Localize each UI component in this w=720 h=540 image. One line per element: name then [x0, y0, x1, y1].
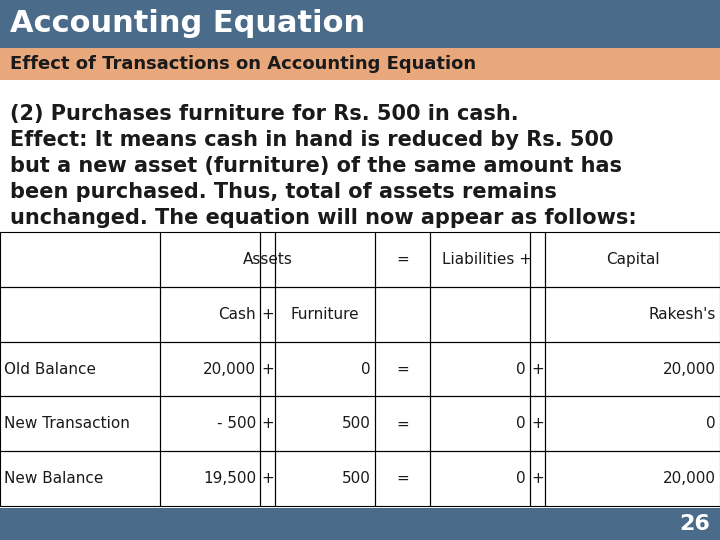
Text: =: =	[396, 252, 409, 267]
Bar	[545, 396, 720, 451]
Text: Assets: Assets	[243, 252, 292, 267]
Bar	[260, 232, 275, 287]
Text: 500: 500	[342, 416, 371, 431]
Bar	[530, 287, 545, 342]
Bar	[0, 396, 160, 451]
Bar	[160, 232, 260, 287]
Bar	[375, 451, 430, 506]
Text: +: +	[261, 471, 274, 486]
Bar	[545, 451, 720, 506]
Text: 26: 26	[679, 514, 710, 534]
Bar	[275, 232, 375, 287]
Text: been purchased. Thus, total of assets remains: been purchased. Thus, total of assets re…	[10, 182, 557, 202]
Text: Old Balance: Old Balance	[4, 361, 96, 376]
Bar	[530, 232, 545, 287]
FancyBboxPatch shape	[0, 48, 720, 80]
Text: +: +	[261, 416, 274, 431]
Text: +: +	[261, 307, 274, 322]
Text: Capital: Capital	[606, 252, 660, 267]
Bar	[260, 396, 275, 451]
Bar	[430, 396, 530, 451]
Text: +: +	[531, 361, 544, 376]
Text: but a new asset (furniture) of the same amount has: but a new asset (furniture) of the same …	[10, 156, 622, 176]
Text: 0: 0	[516, 471, 526, 486]
Bar	[275, 287, 375, 342]
Bar	[275, 396, 375, 451]
Bar	[275, 342, 375, 396]
Bar	[275, 451, 375, 506]
FancyBboxPatch shape	[0, 0, 720, 48]
Text: Effect of Transactions on Accounting Equation: Effect of Transactions on Accounting Equ…	[10, 55, 476, 73]
Text: (2) Purchases furniture for Rs. 500 in cash.: (2) Purchases furniture for Rs. 500 in c…	[10, 104, 518, 124]
Bar	[160, 342, 260, 396]
Bar	[260, 342, 275, 396]
Bar	[545, 232, 720, 287]
Bar	[260, 287, 275, 342]
Bar	[160, 396, 260, 451]
Bar	[530, 342, 545, 396]
Text: =: =	[396, 471, 409, 486]
Bar	[260, 451, 275, 506]
Text: +: +	[531, 416, 544, 431]
Bar	[160, 451, 260, 506]
Text: +: +	[531, 471, 544, 486]
Text: Cash: Cash	[218, 307, 256, 322]
Bar	[430, 451, 530, 506]
Text: unchanged. The equation will now appear as follows:: unchanged. The equation will now appear …	[10, 208, 636, 228]
Text: 19,500: 19,500	[203, 471, 256, 486]
Text: 20,000: 20,000	[663, 471, 716, 486]
Bar	[375, 287, 430, 342]
Text: Accounting Equation: Accounting Equation	[10, 10, 365, 38]
Text: 20,000: 20,000	[203, 361, 256, 376]
Text: 0: 0	[516, 361, 526, 376]
Bar	[0, 451, 160, 506]
Bar	[430, 287, 530, 342]
Bar	[160, 287, 260, 342]
Text: Effect: It means cash in hand is reduced by Rs. 500: Effect: It means cash in hand is reduced…	[10, 130, 613, 150]
Text: New Balance: New Balance	[4, 471, 104, 486]
Bar	[530, 396, 545, 451]
Text: Rakesh's: Rakesh's	[649, 307, 716, 322]
Text: New Transaction: New Transaction	[4, 416, 130, 431]
Bar	[375, 232, 430, 287]
Text: Furniture: Furniture	[291, 307, 359, 322]
Text: 0: 0	[361, 361, 371, 376]
Text: 0: 0	[706, 416, 716, 431]
Text: - 500: - 500	[217, 416, 256, 431]
Bar	[545, 287, 720, 342]
Bar	[430, 342, 530, 396]
Text: Liabilities +: Liabilities +	[443, 252, 533, 267]
Text: =: =	[396, 361, 409, 376]
Bar	[375, 342, 430, 396]
Bar	[0, 287, 160, 342]
Text: 0: 0	[516, 416, 526, 431]
Text: +: +	[261, 361, 274, 376]
Text: 500: 500	[342, 471, 371, 486]
Bar	[545, 342, 720, 396]
FancyBboxPatch shape	[0, 508, 720, 540]
Bar	[0, 232, 160, 287]
Text: 20,000: 20,000	[663, 361, 716, 376]
Bar	[530, 451, 545, 506]
Bar	[430, 232, 530, 287]
Text: =: =	[396, 416, 409, 431]
Bar	[375, 396, 430, 451]
Bar	[0, 342, 160, 396]
